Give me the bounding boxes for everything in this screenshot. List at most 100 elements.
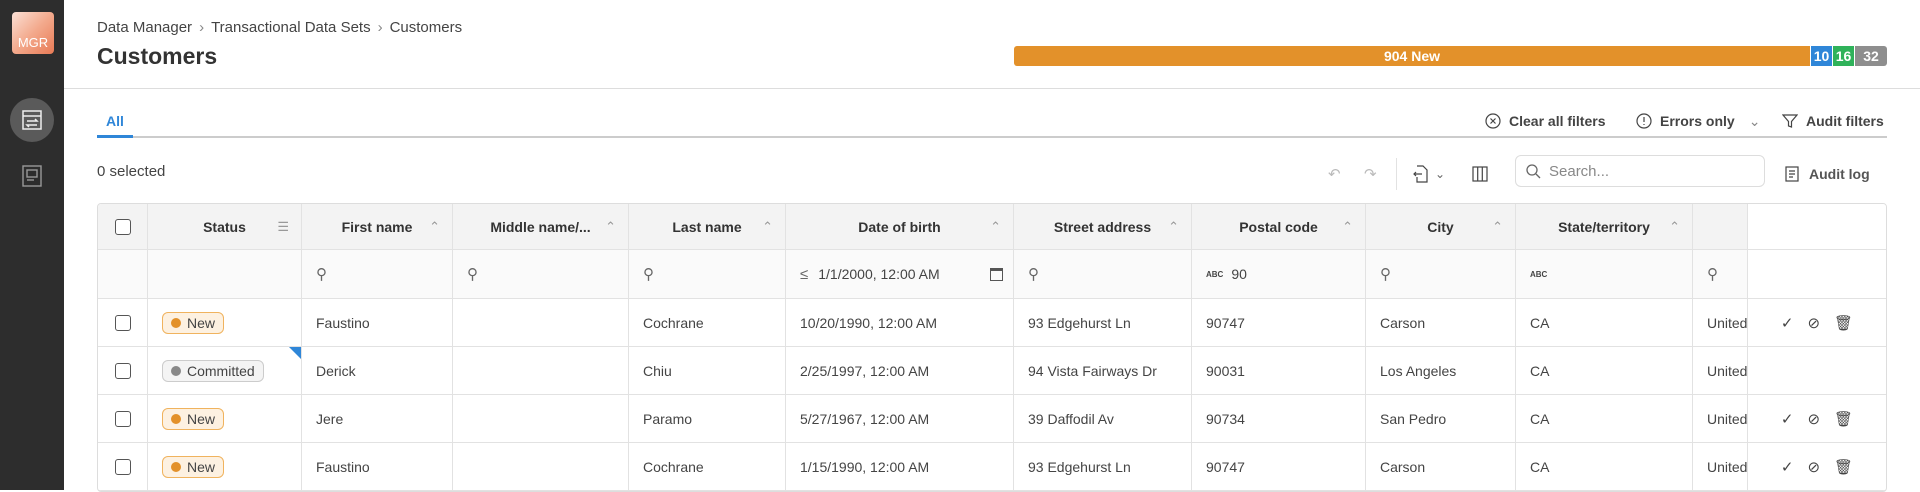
dob-filter[interactable]: ≤1/1/2000, 12:00 AM bbox=[786, 250, 1014, 298]
cell-postal[interactable]: 90747 bbox=[1192, 443, 1366, 490]
cell-first[interactable]: Faustino bbox=[302, 443, 453, 490]
sort-icon[interactable]: ⌃ bbox=[990, 218, 1001, 234]
first-name-filter[interactable]: ⚲ bbox=[302, 250, 453, 298]
cell-postal[interactable]: 90031 bbox=[1192, 347, 1366, 394]
table-row[interactable]: Committed Derick Chiu 2/25/1997, 12:00 AM 94… bbox=[98, 347, 1886, 395]
audit-log-button[interactable]: Audit log bbox=[1785, 158, 1870, 190]
cell-country[interactable]: United bbox=[1693, 347, 1748, 394]
cell-last[interactable]: Chiu bbox=[629, 347, 786, 394]
sidebar-item-data-sets[interactable] bbox=[10, 98, 54, 142]
column-header[interactable]: Middle name/... ⌃ bbox=[453, 204, 629, 249]
sort-icon[interactable]: ⌃ bbox=[429, 218, 440, 234]
cell-city[interactable]: Los Angeles bbox=[1366, 347, 1516, 394]
status-segment[interactable]: 10 bbox=[1811, 46, 1832, 66]
cell-city[interactable]: Carson bbox=[1366, 299, 1516, 346]
row-checkbox[interactable] bbox=[114, 458, 131, 475]
cell-first[interactable]: Jere bbox=[302, 395, 453, 442]
country-filter[interactable]: ⚲ bbox=[1693, 250, 1748, 298]
cell-middle[interactable] bbox=[453, 299, 629, 346]
breadcrumb-item[interactable]: Transactional Data Sets bbox=[211, 19, 371, 36]
trash-icon[interactable]: 🗑︎ bbox=[1834, 314, 1854, 332]
trash-icon[interactable]: 🗑︎ bbox=[1834, 410, 1854, 428]
cell-state[interactable]: CA bbox=[1516, 347, 1693, 394]
cell-street[interactable]: 94 Vista Fairways Dr bbox=[1014, 347, 1192, 394]
cell-street[interactable]: 39 Daffodil Av bbox=[1014, 395, 1192, 442]
column-header[interactable]: City ⌃ bbox=[1366, 204, 1516, 249]
cell-postal[interactable]: 90734 bbox=[1192, 395, 1366, 442]
cell-country[interactable]: United bbox=[1693, 443, 1748, 490]
cell-middle[interactable] bbox=[453, 443, 629, 490]
sort-icon[interactable]: ⌃ bbox=[1492, 218, 1503, 234]
column-header[interactable]: State/territory ⌃ bbox=[1516, 204, 1693, 249]
column-header[interactable]: Postal code ⌃ bbox=[1192, 204, 1366, 249]
search-input[interactable] bbox=[1549, 162, 1749, 180]
cell-city[interactable]: San Pedro bbox=[1366, 395, 1516, 442]
column-header[interactable]: Street address ⌃ bbox=[1014, 204, 1192, 249]
breadcrumb-item[interactable]: Data Manager bbox=[97, 19, 193, 36]
tab-all[interactable]: All bbox=[97, 108, 133, 138]
cell-street[interactable]: 93 Edgehurst Ln bbox=[1014, 443, 1192, 490]
check-icon[interactable]: ✓ bbox=[1780, 314, 1794, 332]
cell-dob[interactable]: 1/15/1990, 12:00 AM bbox=[786, 443, 1014, 490]
table-row[interactable]: New Faustino Cochrane 10/20/1990, 12:00 AM 9… bbox=[98, 299, 1886, 347]
cell-state[interactable]: CA bbox=[1516, 395, 1693, 442]
status-segment[interactable]: 16 bbox=[1833, 46, 1854, 66]
select-all-checkbox[interactable] bbox=[114, 218, 131, 235]
cell-last[interactable]: Paramo bbox=[629, 395, 786, 442]
search-field[interactable] bbox=[1515, 155, 1765, 187]
cell-state[interactable]: CA bbox=[1516, 443, 1693, 490]
street-filter[interactable]: ⚲ bbox=[1014, 250, 1192, 298]
check-icon[interactable]: ✓ bbox=[1780, 410, 1794, 428]
cell-city[interactable]: Carson bbox=[1366, 443, 1516, 490]
sort-icon[interactable]: ⌃ bbox=[605, 218, 616, 234]
sort-icon[interactable]: ⌃ bbox=[1168, 218, 1179, 234]
commit-circle-icon[interactable]: ⊘ bbox=[1807, 314, 1821, 332]
sort-icon[interactable]: ⌃ bbox=[1669, 218, 1680, 234]
city-filter[interactable]: ⚲ bbox=[1366, 250, 1516, 298]
commit-circle-icon[interactable]: ⊘ bbox=[1807, 458, 1821, 476]
cell-middle[interactable] bbox=[453, 347, 629, 394]
cell-first[interactable]: Faustino bbox=[302, 299, 453, 346]
status-segment[interactable]: 32 bbox=[1855, 46, 1887, 66]
column-header[interactable]: Last name ⌃ bbox=[629, 204, 786, 249]
row-checkbox[interactable] bbox=[114, 314, 131, 331]
state-filter[interactable]: ABC bbox=[1516, 250, 1693, 298]
table-row[interactable]: New Jere Paramo 5/27/1967, 12:00 AM 39 Daffo… bbox=[98, 395, 1886, 443]
column-header[interactable]: Date of birth ⌃ bbox=[786, 204, 1014, 249]
cell-last[interactable]: Cochrane bbox=[629, 299, 786, 346]
check-icon[interactable]: ✓ bbox=[1780, 458, 1794, 476]
commit-circle-icon[interactable]: ⊘ bbox=[1807, 410, 1821, 428]
column-header[interactable]: Status ☰ bbox=[148, 204, 302, 249]
row-checkbox[interactable] bbox=[114, 362, 131, 379]
cell-first[interactable]: Derick bbox=[302, 347, 453, 394]
sort-icon[interactable]: ⌃ bbox=[762, 218, 773, 234]
last-name-filter[interactable]: ⚲ bbox=[629, 250, 786, 298]
sort-icon[interactable]: ⌃ bbox=[1342, 218, 1353, 234]
cell-state[interactable]: CA bbox=[1516, 299, 1693, 346]
cell-middle[interactable] bbox=[453, 395, 629, 442]
cell-street[interactable]: 93 Edgehurst Ln bbox=[1014, 299, 1192, 346]
undo-button[interactable]: ↶ bbox=[1328, 158, 1341, 190]
cell-last[interactable]: Cochrane bbox=[629, 443, 786, 490]
clear-all-filters-button[interactable]: Clear all filters bbox=[1485, 106, 1606, 136]
cell-dob[interactable]: 5/27/1967, 12:00 AM bbox=[786, 395, 1014, 442]
trash-icon[interactable]: 🗑︎ bbox=[1834, 458, 1854, 476]
cell-dob[interactable]: 2/25/1997, 12:00 AM bbox=[786, 347, 1014, 394]
redo-button[interactable]: ↷ bbox=[1364, 158, 1377, 190]
columns-button[interactable] bbox=[1472, 158, 1488, 190]
cell-country[interactable]: United bbox=[1693, 395, 1748, 442]
filter-lines-icon[interactable]: ☰ bbox=[277, 218, 289, 234]
cell-postal[interactable]: 90747 bbox=[1192, 299, 1366, 346]
audit-filters-button[interactable]: Audit filters bbox=[1782, 106, 1884, 136]
cell-country[interactable]: United bbox=[1693, 299, 1748, 346]
middle-name-filter[interactable]: ⚲ bbox=[453, 250, 629, 298]
postal-code-filter[interactable]: ABC 90 bbox=[1192, 250, 1366, 298]
export-button[interactable]: ⌄ bbox=[1396, 158, 1445, 190]
status-segment[interactable]: 904 New bbox=[1014, 46, 1810, 66]
errors-only-dropdown[interactable]: Errors only ⌄ bbox=[1636, 106, 1760, 136]
column-header[interactable] bbox=[1693, 204, 1748, 249]
column-header[interactable]: First name ⌃ bbox=[302, 204, 453, 249]
cell-dob[interactable]: 10/20/1990, 12:00 AM bbox=[786, 299, 1014, 346]
row-checkbox[interactable] bbox=[114, 410, 131, 427]
sidebar-item-reports[interactable] bbox=[20, 164, 44, 188]
